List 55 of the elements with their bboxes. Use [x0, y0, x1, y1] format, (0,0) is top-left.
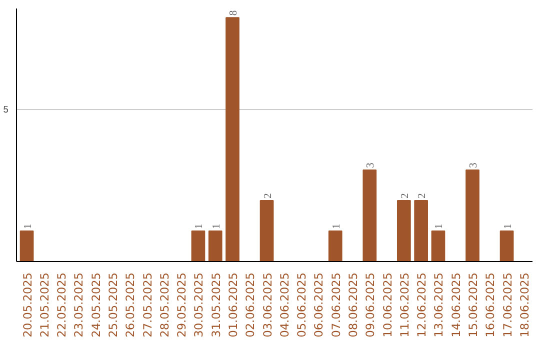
x-tick-label: 31.05.2025	[208, 272, 223, 338]
bar	[208, 230, 222, 262]
x-tick-label: 11.06.2025	[397, 272, 412, 338]
data-label: 2	[417, 193, 428, 199]
x-tick-label: 15.06.2025	[466, 272, 480, 338]
data-label: 3	[366, 162, 377, 168]
x-tick-label: 23.05.2025	[72, 272, 86, 338]
bar	[328, 230, 342, 262]
x-tick-label: 25.05.2025	[106, 272, 120, 338]
x-tick-label: 26.05.2025	[123, 272, 138, 338]
bar	[226, 17, 240, 262]
x-tick-label: 21.05.2025	[37, 272, 52, 338]
x-tick-label: 30.05.2025	[192, 272, 206, 338]
bar	[414, 200, 428, 262]
y-tick-label: 5	[3, 104, 9, 115]
x-tick-label: 01.06.2025	[226, 272, 240, 338]
x-tick-label: 04.06.2025	[277, 272, 292, 338]
x-tick-label: 06.06.2025	[312, 272, 326, 338]
x-tick-label: 14.06.2025	[448, 272, 463, 338]
data-label: 1	[502, 224, 514, 230]
x-tick-label: 05.06.2025	[294, 272, 309, 338]
x-tick-label: 10.06.2025	[380, 272, 394, 338]
data-label: 1	[22, 224, 34, 230]
data-label: 1	[331, 224, 342, 230]
data-label: 2	[400, 193, 411, 199]
x-tick-label: 16.06.2025	[483, 272, 498, 338]
x-tick-label: 09.06.2025	[363, 272, 378, 338]
x-tick-label: 13.06.2025	[432, 272, 446, 338]
x-tick-label: 27.05.2025	[140, 272, 154, 338]
x-tick-label: 20.05.2025	[20, 272, 34, 338]
bar	[20, 230, 34, 262]
x-tick-label: 18.06.2025	[517, 272, 532, 338]
data-label: 1	[434, 224, 446, 230]
bar	[431, 230, 446, 262]
data-label: 1	[211, 224, 222, 230]
bar	[362, 170, 377, 262]
bar	[397, 200, 411, 262]
x-tick-label: 02.06.2025	[243, 272, 258, 338]
x-tick-label: 17.06.2025	[500, 272, 514, 338]
x-tick-label: 22.05.2025	[54, 272, 69, 338]
data-label: 1	[194, 224, 206, 230]
bar	[466, 170, 480, 262]
x-tick-label: 07.06.2025	[328, 272, 343, 338]
data-label: 2	[262, 193, 274, 199]
x-tick-label: 12.06.2025	[414, 272, 429, 338]
x-tick-label: 29.05.2025	[174, 272, 189, 338]
x-tick-label: 24.05.2025	[88, 272, 103, 338]
data-label: 3	[468, 162, 480, 168]
bar	[191, 230, 206, 262]
x-tick-label: 28.05.2025	[157, 272, 172, 338]
data-label: 8	[228, 10, 240, 16]
x-tick-label: 08.06.2025	[346, 272, 360, 338]
bar	[500, 230, 514, 262]
bar	[260, 200, 274, 262]
x-tick-label: 03.06.2025	[260, 272, 274, 338]
